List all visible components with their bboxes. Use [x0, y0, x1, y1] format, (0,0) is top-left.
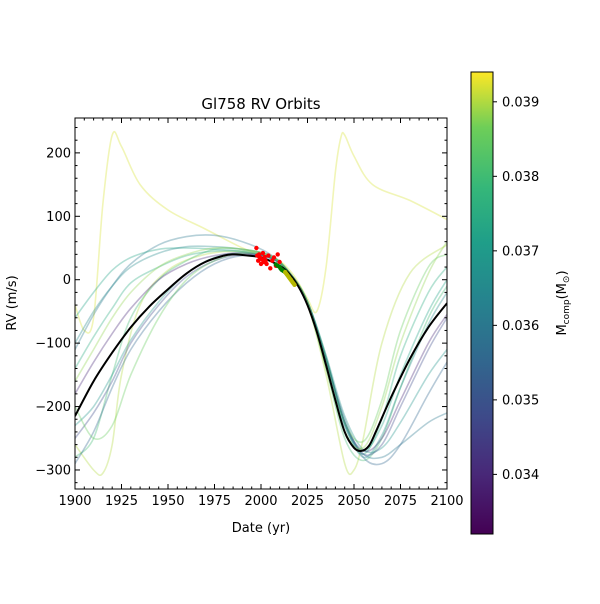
rv-data-point [262, 254, 267, 260]
model-orbit-line [75, 244, 447, 477]
x-tick-label: 1900 [58, 494, 91, 509]
y-tick-label: −300 [35, 463, 71, 478]
rv-data-point [292, 282, 297, 287]
model-orbit-line [75, 234, 447, 460]
rv-data-point [264, 261, 269, 267]
x-tick-label: 1925 [105, 494, 138, 509]
best-fit-line [75, 253, 447, 453]
model-orbit-line [75, 245, 447, 459]
rv-data-point [266, 253, 271, 258]
model-orbit-line [75, 252, 447, 453]
y-tick-label: 200 [46, 146, 71, 161]
y-axis-label: RV (m/s) [5, 275, 20, 330]
y-tick-label: 100 [46, 210, 71, 225]
colorbar [470, 71, 494, 535]
model-orbit-line [75, 247, 447, 462]
y-tick-label: −200 [35, 400, 71, 415]
colorbar-tick-label: 0.036 [502, 319, 539, 334]
colorbar-tick-label: 0.035 [502, 393, 539, 408]
x-tick-label: 2000 [244, 494, 277, 509]
rv-data-point [270, 258, 275, 263]
x-tick-label: 2075 [384, 494, 417, 509]
x-tick-label: 2100 [430, 494, 463, 509]
x-tick-label: 2050 [337, 494, 370, 509]
model-orbit-line [75, 241, 447, 450]
x-axis-label: Date (yr) [232, 521, 290, 536]
colorbar-tick-label: 0.037 [502, 244, 539, 259]
model-orbit-line [75, 253, 447, 457]
model-orbits [75, 130, 447, 477]
colorbar-ticks: 0.034 0.035 0.036 0.037 0.038 0.039 [493, 95, 539, 483]
x-tick-label: 1950 [151, 494, 184, 509]
model-orbit-line [75, 247, 447, 452]
colorbar-tick-label: 0.038 [502, 170, 539, 185]
colorbar-label: Mcomp(M⊙) [555, 270, 572, 335]
x-tick-label: 1975 [198, 494, 231, 509]
colorbar-tick-label: 0.034 [502, 468, 539, 483]
rv-data-point [260, 250, 266, 256]
model-orbit-line [75, 130, 447, 334]
rv-data-points [254, 245, 297, 287]
y-tick-label: −100 [35, 337, 71, 352]
rv-data-point [277, 259, 282, 265]
rv-data-point [256, 258, 261, 263]
chart-title: Gl758 RV Orbits [201, 95, 320, 113]
plot-frame [74, 117, 448, 490]
model-orbit-line [75, 252, 447, 444]
rv-data-point [268, 266, 273, 271]
x-tick-label: 2025 [291, 494, 324, 509]
colorbar-tick-label: 0.039 [502, 95, 539, 110]
x-axis-ticks: 1900 1925 1950 1975 2000 2025 2050 2075 2100 [58, 118, 464, 509]
rv-data-point [275, 252, 280, 257]
best-fit-orbit [75, 253, 447, 453]
rv-data-point [271, 255, 277, 260]
rv-data-point [254, 245, 259, 251]
model-orbit-line [75, 250, 447, 455]
y-tick-label: 0 [63, 273, 71, 288]
model-orbit-line [75, 254, 447, 466]
y-axis-ticks: −300 −200 −100 0 100 200 [35, 127, 447, 484]
